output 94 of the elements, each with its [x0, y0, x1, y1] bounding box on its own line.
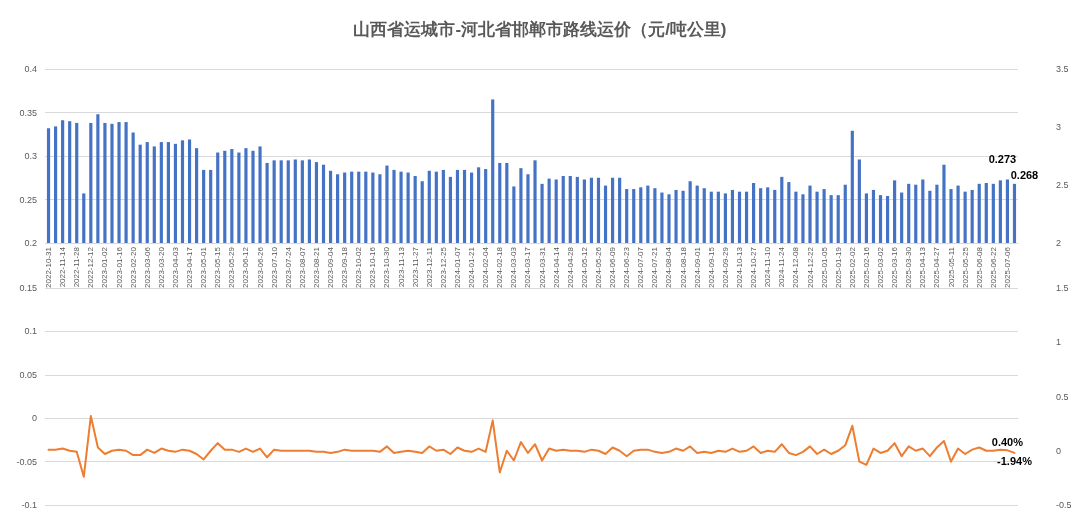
- y-tick-label: 0.35: [19, 107, 37, 118]
- y-tick-label: 0.4: [24, 64, 37, 74]
- x-tick-label: 2025-03-16: [890, 246, 900, 288]
- x-tick-label: 2024-11-24: [777, 246, 787, 288]
- x-tick-label: 2024-01-21: [467, 246, 477, 288]
- chart-title: 山西省运城市-河北省邯郸市路线运价（元/吨公里): [353, 20, 727, 39]
- y2-tick-label: 2: [1056, 238, 1062, 248]
- x-tick-label: 2023-07-24: [283, 246, 293, 288]
- x-tick-label: 2025-06-22: [988, 246, 998, 288]
- x-tick-label: 2022-12-12: [86, 246, 96, 288]
- x-tick-label: 2024-11-10: [763, 246, 773, 288]
- data-label: -1.94%: [997, 455, 1033, 468]
- x-tick-label: 2022-10-31: [44, 246, 54, 288]
- x-tick-label: 2024-10-27: [749, 246, 759, 288]
- x-tick-label: 2023-05-15: [213, 246, 223, 288]
- x-tick-label: 2025-01-05: [819, 246, 829, 288]
- x-tick-label: 2023-03-06: [142, 246, 152, 288]
- y2-tick-label: 0: [1056, 445, 1062, 456]
- y-tick-label: 0.3: [24, 151, 37, 161]
- x-tick-label: 2025-02-02: [847, 246, 857, 288]
- x-tick-label: 2023-11-27: [410, 246, 420, 288]
- x-tick-label: 2023-10-16: [368, 246, 378, 288]
- x-tick-label: 2024-02-18: [495, 246, 505, 288]
- x-tick-label: 2023-09-04: [326, 246, 336, 288]
- x-tick-label: 2023-08-21: [311, 246, 321, 288]
- x-tick-label: 2023-05-01: [199, 246, 209, 288]
- y-tick-label: 0.15: [19, 283, 37, 293]
- x-tick-label: 2024-07-07: [636, 246, 646, 288]
- x-tick-label: 2023-10-30: [382, 246, 392, 288]
- x-tick-label: 2023-04-17: [185, 246, 195, 288]
- x-tick-label: 2024-04-14: [551, 246, 561, 288]
- x-tick-label: 2024-09-29: [720, 246, 730, 288]
- x-tick-label: 2024-08-04: [664, 246, 674, 288]
- x-tick-label: 2022-11-28: [72, 246, 82, 288]
- x-tick-label: 2023-06-12: [241, 246, 251, 288]
- x-tick-label: 2025-04-13: [918, 246, 928, 288]
- x-tick-label: 2024-03-03: [509, 246, 519, 288]
- x-tick-label: 2023-08-07: [297, 246, 307, 288]
- x-tick-label: 2023-07-10: [269, 246, 279, 288]
- x-tick-label: 2023-03-20: [156, 246, 166, 288]
- y2-tick-label: 1.5: [1056, 283, 1069, 293]
- x-tick-label: 2024-12-22: [805, 246, 815, 288]
- x-tick-label: 2024-07-21: [650, 246, 660, 288]
- x-tick-label: 2025-03-30: [904, 246, 914, 288]
- y2-tick-label: 3: [1056, 122, 1062, 132]
- x-tick-label: 2023-12-11: [424, 246, 434, 288]
- x-tick-label: 2024-05-26: [593, 246, 603, 288]
- x-tick-label: 2023-01-16: [114, 246, 124, 288]
- x-tick-label: 2024-06-09: [608, 246, 618, 288]
- x-tick-label: 2025-02-16: [861, 246, 871, 288]
- data-label: 0.40%: [991, 435, 1024, 448]
- x-tick-label: 2024-02-04: [481, 246, 491, 288]
- y-tick-label: 0.1: [24, 326, 37, 337]
- y-tick-label: 0.25: [19, 194, 37, 205]
- x-tick-label: 2025-07-06: [1002, 246, 1012, 288]
- x-tick-label: 2024-12-08: [791, 246, 801, 288]
- y2-tick-label: 3.5: [1056, 64, 1069, 74]
- x-tick-label: 2023-05-29: [227, 246, 237, 288]
- x-tick-label: 2024-04-28: [565, 246, 575, 288]
- x-tick-label: 2025-05-25: [960, 246, 970, 288]
- x-tick-label: 2023-12-25: [438, 246, 448, 288]
- x-tick-label: 2023-10-02: [354, 246, 364, 288]
- data-label: 0.273: [988, 152, 1017, 165]
- y-tick-label: -0.05: [16, 456, 37, 467]
- x-tick-label: 2024-03-17: [523, 246, 533, 288]
- x-tick-label: 2025-06-08: [974, 246, 984, 288]
- x-tick-label: 2024-06-23: [622, 246, 632, 288]
- x-tick-label: 2022-11-14: [58, 246, 68, 288]
- x-tick-label: 2025-01-19: [833, 246, 843, 288]
- x-tick-label: 2024-08-18: [678, 246, 688, 288]
- x-tick-label: 2024-03-31: [537, 246, 547, 288]
- y2-tick-label: 0.5: [1056, 391, 1069, 402]
- x-tick-label: 2025-03-02: [876, 246, 886, 288]
- x-tick-label: 2023-09-18: [340, 246, 350, 288]
- x-tick-label: 2023-04-03: [170, 246, 180, 288]
- x-tick-label: 2023-11-13: [396, 246, 406, 288]
- x-tick-label: 2024-09-01: [692, 246, 702, 288]
- y-tick-label: 0.05: [19, 369, 37, 380]
- x-tick-label: 2023-06-26: [255, 246, 265, 288]
- x-tick-label: 2025-04-27: [932, 246, 942, 288]
- y-tick-label: 0: [31, 413, 37, 424]
- y-tick-label: -0.1: [21, 500, 37, 510]
- x-tick-label: 2023-02-20: [128, 246, 138, 288]
- x-tick-label: 2025-05-11: [946, 246, 956, 288]
- x-tick-label: 2023-01-02: [100, 246, 110, 288]
- x-tick-label: 2024-05-12: [579, 246, 589, 288]
- y2-tick-label: -0.5: [1056, 500, 1072, 510]
- x-tick-label: 2024-01-07: [452, 246, 462, 288]
- y-tick-label: 0.2: [24, 238, 37, 248]
- data-label: 0.268: [1010, 169, 1039, 182]
- x-tick-label: 2024-09-15: [706, 246, 716, 288]
- y2-tick-label: 1: [1056, 337, 1062, 348]
- x-tick-label: 2024-10-13: [735, 246, 744, 288]
- y2-tick-label: 2.5: [1056, 180, 1069, 190]
